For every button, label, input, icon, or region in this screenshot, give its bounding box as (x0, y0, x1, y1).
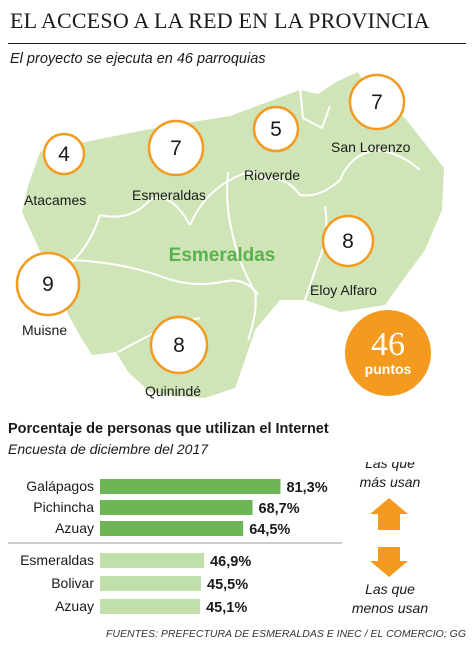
canton-border (226, 171, 257, 341)
parish-count: 8 (173, 334, 185, 357)
bar-category-label: Azuay (55, 598, 94, 614)
bar-value-label: 46,9% (210, 554, 251, 570)
bar-category-label: Pichincha (33, 499, 94, 515)
map-shape (22, 72, 444, 398)
parish-count: 8 (342, 230, 354, 253)
canton-label: Esmeraldas (132, 187, 206, 203)
canton-border (99, 196, 191, 226)
source-credit: FUENTES: PREFECTURA DE ESMERALDAS E INEC… (106, 628, 466, 640)
canton-label: Rioverde (244, 167, 300, 183)
bar-value-label: 45,5% (207, 577, 248, 593)
chart-title: Porcentaje de personas que utilizan el I… (8, 421, 329, 437)
chart-subtitle: Encuesta de diciembre del 2017 (8, 441, 209, 457)
parish-count-circle (252, 105, 300, 153)
province-map: 4 Atacames 7 Esmeraldas 5 Rioverde 7 San Lorenz… (15, 72, 444, 399)
bar-category-label: Galápagos (26, 478, 94, 494)
canton-border (71, 214, 101, 263)
bar (100, 576, 202, 591)
internet-usage-chart: Galápagos 81,3% Pichincha 68,7% Azuay 64,5% Es… (8, 462, 428, 616)
parish-count-circle (321, 214, 375, 268)
map-labels: 4 Atacames 7 Esmeraldas 5 Rioverde 7 San Lorenz… (15, 73, 431, 399)
bar (100, 479, 281, 494)
bar-value-label: 45,1% (206, 600, 247, 616)
canton-label: Quinindé (145, 383, 201, 399)
province-label: Esmeraldas (169, 245, 276, 266)
page-title: EL ACCESO A LA RED EN LA PROVINCIA (10, 8, 430, 33)
bar-category-label: Azuay (55, 520, 94, 536)
parish-count: 4 (58, 143, 70, 166)
parish-count-circle (149, 315, 209, 375)
bar (100, 599, 201, 614)
canton-border (304, 205, 328, 301)
total-points-value: 46 (371, 326, 405, 363)
parish-count-circle (15, 251, 81, 317)
canton-label: Muisne (22, 322, 67, 338)
total-points-label: puntos (365, 361, 412, 377)
page-subtitle: El proyecto se ejecuta en 46 parroquias (10, 51, 266, 67)
parish-count: 7 (170, 137, 182, 160)
bar (100, 521, 244, 536)
title-divider (8, 43, 466, 44)
arrow-down-icon (370, 547, 408, 577)
parish-count: 5 (270, 118, 282, 141)
bar-value-label: 68,7% (259, 501, 300, 517)
bar (100, 553, 205, 568)
total-points-badge (345, 310, 431, 396)
bar-category-label: Esmeraldas (20, 552, 94, 568)
most-use-note: Las que (365, 462, 415, 471)
parish-count: 9 (42, 273, 54, 296)
canton-label: Atacames (24, 192, 86, 208)
bar (100, 500, 253, 515)
canton-border (299, 87, 331, 129)
canton-label: San Lorenzo (331, 139, 411, 155)
least-use-note: Las que (365, 581, 415, 597)
parish-count-circle (42, 132, 86, 176)
canton-border (69, 259, 259, 296)
parish-count-circle (348, 73, 406, 131)
canton-border (189, 171, 266, 226)
bar-value-label: 81,3% (286, 480, 327, 496)
most-use-note: más usan (360, 474, 421, 490)
arrow-up-icon (370, 498, 408, 530)
parish-count-circle (147, 119, 205, 177)
least-use-note: menos usan (352, 600, 428, 616)
canton-border (264, 178, 341, 197)
bar-value-label: 64,5% (249, 522, 290, 538)
canton-label: Eloy Alfaro (310, 282, 377, 298)
bar-category-label: Bolivar (51, 575, 94, 591)
parish-count: 7 (371, 91, 383, 114)
canton-border (339, 149, 421, 181)
